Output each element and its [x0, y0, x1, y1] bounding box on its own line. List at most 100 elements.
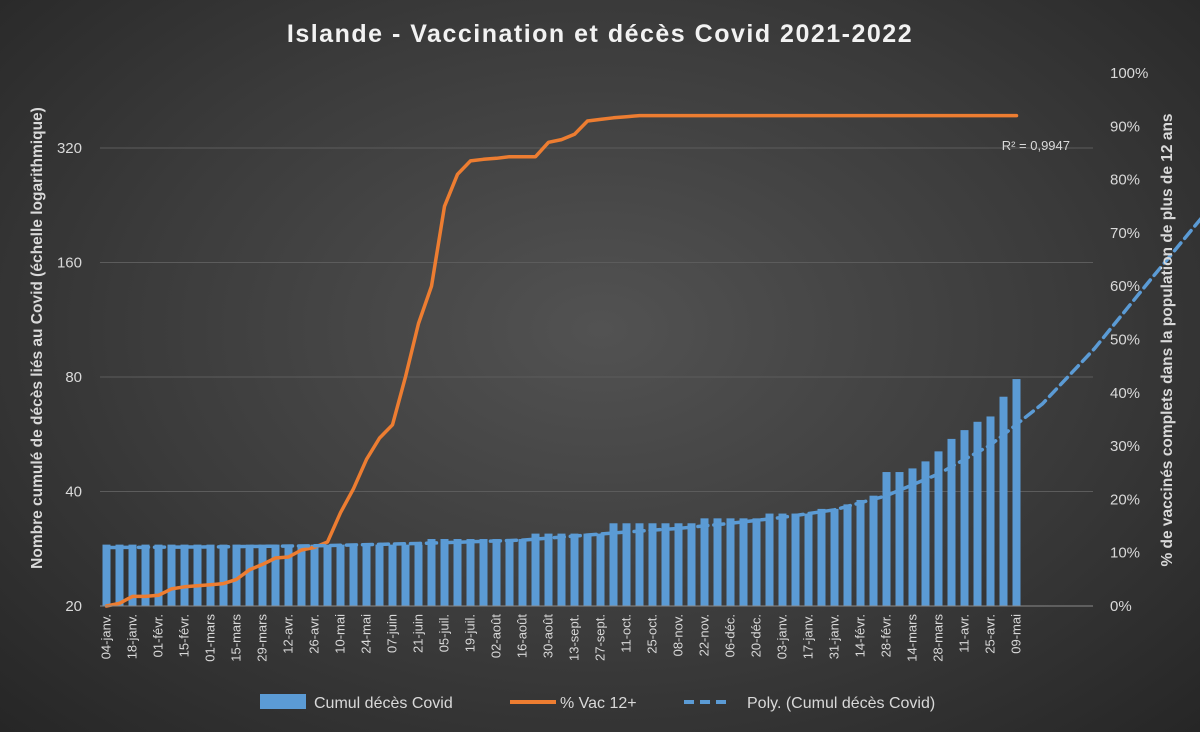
x-tick-16: 16-août	[515, 614, 530, 658]
legend-label-vac: % Vac 12+	[560, 695, 637, 712]
left-tick-80: 80	[65, 369, 82, 386]
bar-13	[271, 544, 280, 606]
bar-15	[297, 544, 306, 606]
x-tick-29: 14-févr.	[853, 614, 868, 657]
x-tick-8: 26-avr.	[307, 614, 322, 654]
x-tick-34: 25-avr.	[983, 614, 998, 654]
vac-line-path	[104, 113, 1019, 608]
bar-14	[284, 544, 293, 606]
bar-35	[557, 533, 566, 606]
bar-51	[765, 513, 774, 606]
bar-49	[739, 518, 748, 606]
x-tick-31: 14-mars	[905, 614, 920, 662]
bar-8	[206, 544, 215, 606]
bar-48	[726, 518, 735, 606]
bar-11	[245, 544, 254, 606]
bar-65	[947, 438, 956, 606]
bar-53	[791, 513, 800, 606]
bar-45	[687, 523, 696, 606]
bar-64	[934, 451, 943, 606]
right-tick-60: 60%	[1110, 278, 1140, 295]
x-tick-27: 17-janv.	[801, 614, 816, 659]
bar-37	[583, 533, 592, 606]
x-tick-0: 04-janv.	[99, 614, 114, 659]
x-axis-ticks: 04-janv. 18-janv. 01-févr. 15-févr. 01-mars 1…	[99, 614, 1024, 662]
bar-23	[401, 544, 410, 606]
r2-annotation: R² = 0,9947	[1002, 138, 1070, 153]
x-tick-10: 24-mai	[359, 614, 374, 654]
bar-56	[830, 508, 839, 606]
right-tick-0: 0%	[1110, 598, 1132, 615]
bar-21	[375, 544, 384, 606]
left-tick-160: 160	[57, 255, 82, 272]
x-tick-23: 22-nov.	[697, 614, 712, 656]
bar-66	[960, 430, 969, 606]
bar-39	[609, 523, 618, 606]
bar-19	[349, 544, 358, 606]
bar-40	[622, 523, 631, 606]
x-tick-4: 01-mars	[203, 614, 218, 662]
x-tick-2: 01-févr.	[151, 614, 166, 657]
x-tick-11: 07-juin	[385, 614, 400, 653]
x-tick-19: 27-sept.	[593, 614, 608, 661]
x-tick-32: 28-mars	[931, 614, 946, 662]
x-tick-1: 18-janv.	[125, 614, 140, 659]
bar-61	[895, 472, 904, 606]
x-tick-30: 28-févr.	[879, 614, 894, 657]
left-axis-ticks: 20 40 80 160 320	[57, 140, 82, 615]
x-tick-25: 20-déc.	[749, 614, 764, 657]
left-tick-20: 20	[65, 598, 82, 615]
bar-4	[154, 544, 163, 606]
legend-label-poly: Poly. (Cumul décès Covid)	[747, 695, 935, 712]
bar-59	[869, 495, 878, 606]
x-tick-6: 29-mars	[255, 614, 270, 662]
right-tick-30: 30%	[1110, 438, 1140, 455]
x-tick-3: 15-févr.	[177, 614, 192, 657]
bar-26	[440, 539, 449, 606]
legend-item-cumul: Cumul décès Covid	[260, 694, 453, 712]
bar-57	[843, 504, 852, 606]
right-axis-title: % de vaccinés complets dans la populatio…	[1159, 113, 1176, 566]
bars-cumul-deces	[102, 379, 1021, 606]
legend: Cumul décès Covid % Vac 12+ Poly. (Cumul…	[260, 694, 935, 712]
x-tick-12: 21-juin	[411, 614, 426, 653]
left-axis-title: Nombre cumulé de décès liés au Covid (éc…	[29, 107, 46, 569]
bar-43	[661, 523, 670, 606]
x-tick-7: 12-avr.	[281, 614, 296, 654]
bar-70	[1012, 379, 1021, 606]
chart-title: Islande - Vaccination et décès Covid 202…	[287, 20, 913, 48]
bar-2	[128, 544, 137, 606]
bar-9	[219, 544, 228, 606]
right-tick-20: 20%	[1110, 491, 1140, 508]
right-tick-80: 80%	[1110, 172, 1140, 189]
bar-41	[635, 523, 644, 606]
right-tick-90: 90%	[1110, 118, 1140, 135]
line-vac-12	[104, 113, 1019, 608]
legend-label-cumul: Cumul décès Covid	[314, 695, 453, 712]
x-tick-5: 15-mars	[229, 614, 244, 662]
bar-31	[505, 539, 514, 606]
bar-16	[310, 544, 319, 606]
bar-44	[674, 523, 683, 606]
x-tick-21: 25-oct.	[645, 614, 660, 654]
x-tick-17: 30-août	[541, 614, 556, 658]
x-tick-14: 19-juil.	[463, 614, 478, 652]
bar-5	[167, 544, 176, 606]
bar-24	[414, 544, 423, 606]
right-tick-70: 70%	[1110, 225, 1140, 242]
bar-25	[427, 539, 436, 606]
left-tick-40: 40	[65, 484, 82, 501]
bar-52	[778, 513, 787, 606]
bar-28	[466, 539, 475, 606]
x-tick-22: 08-nov.	[671, 614, 686, 656]
left-tick-320: 320	[57, 140, 82, 157]
legend-item-vac: % Vac 12+	[510, 695, 637, 712]
x-tick-24: 06-déc.	[723, 614, 738, 657]
bar-1	[115, 544, 124, 606]
x-tick-18: 13-sept.	[567, 614, 582, 661]
bar-3	[141, 544, 150, 606]
bar-18	[336, 544, 345, 606]
bar-34	[544, 533, 553, 606]
right-tick-40: 40%	[1110, 385, 1140, 402]
